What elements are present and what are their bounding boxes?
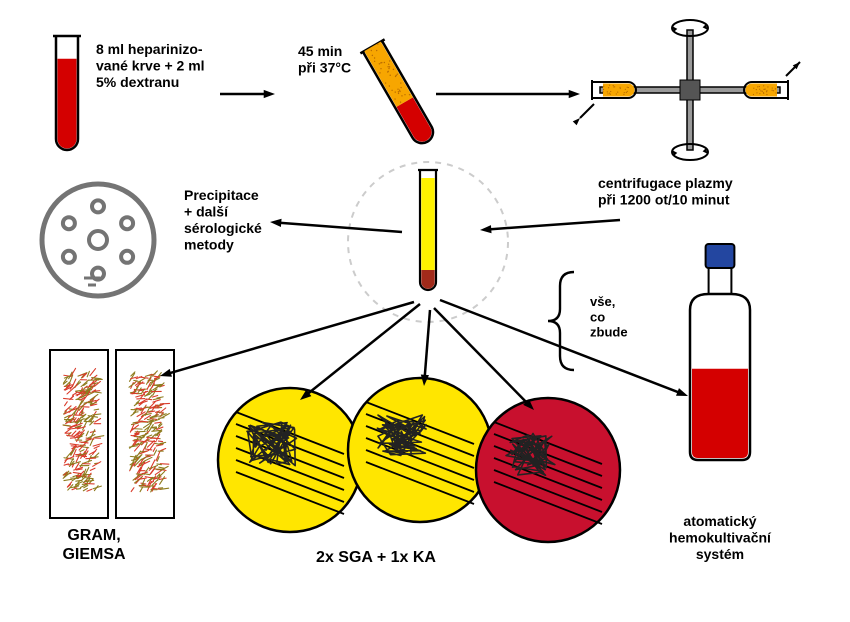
label-bottle: atomatickýhemokultivačnísystém [669,513,772,562]
label-plates: 2x SGA + 1x KA [316,549,436,566]
label-precip: Precipitace+ dalšísérologickémetody [184,187,262,253]
slides [50,350,174,518]
flow-arrow [440,300,682,394]
label-tube1: 8 ml heparinizo-vané krve + 2 ml5% dextr… [96,41,205,90]
blood-tube-1 [53,36,81,150]
centrifuge [573,20,800,160]
precipitation-disc [42,184,154,296]
label-gram: GRAM,GIEMSA [62,527,126,563]
blood-culture-bottle [690,244,750,460]
flow-arrow [276,222,402,232]
flow-arrow [424,310,430,380]
label-centrifuge: centrifugace plazmypři 1200 ot/10 minut [598,175,733,208]
curly-brace [548,272,574,370]
agar-plates [218,378,620,542]
tilted-tube [360,39,439,148]
label-incubate: 45 minpři 37°C [298,43,351,76]
label-rest: vše,cozbude [590,294,628,340]
center-tube [348,162,508,322]
